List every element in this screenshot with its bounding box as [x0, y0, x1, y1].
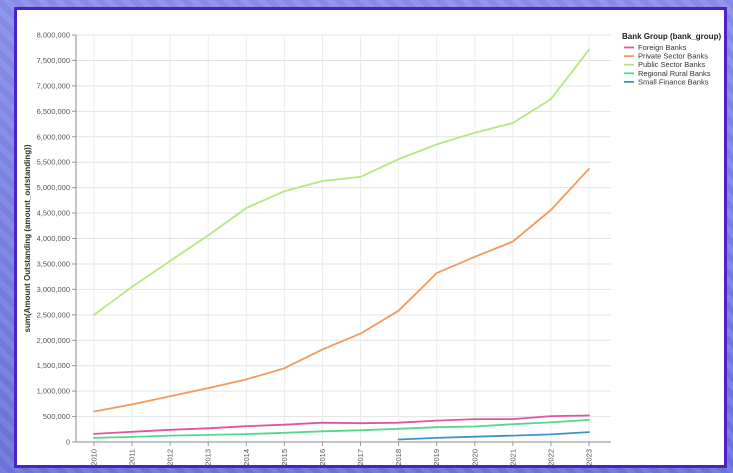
x-tick-label: 2018 [394, 449, 403, 465]
y-axis-label: sum(Amount Outstanding (amount_outstandi… [23, 144, 32, 332]
y-tick-label: 2,000,000 [37, 336, 70, 345]
series-line [397, 431, 590, 441]
x-tick-label: 2013 [204, 449, 213, 465]
x-axis-ticks: 2010 2011 2012 2013 2014 2015 2016 2017 2018 2019… [90, 442, 594, 465]
y-tick-label: 1,500,000 [37, 361, 70, 370]
y-tick-label: 1,000,000 [37, 387, 70, 396]
y-tick-label: 2,500,000 [37, 310, 70, 319]
series-line [93, 414, 590, 435]
line-chart: 0 500,000 1,000,000 1,500,000 2,000,000 2,500… [23, 31, 721, 466]
x-tick-label: 2014 [242, 449, 251, 465]
x-tick-label: 2017 [356, 449, 365, 465]
x-tick-label: 2015 [280, 449, 289, 465]
legend: Bank Group (bank_group) Foreign BanksPri… [622, 32, 721, 86]
series-line [93, 167, 590, 413]
y-tick-label: 3,500,000 [37, 259, 70, 268]
y-tick-label: 0 [66, 438, 70, 447]
x-tick-label: 2023 [585, 449, 594, 465]
y-tick-label: 5,500,000 [37, 158, 70, 167]
y-tick-label: 6,500,000 [37, 107, 70, 116]
series-lines [93, 48, 590, 441]
y-tick-label: 7,000,000 [37, 81, 70, 90]
y-tick-label: 3,000,000 [37, 285, 70, 294]
y-tick-label: 4,000,000 [37, 234, 70, 243]
x-tick-label: 2010 [90, 449, 99, 465]
x-tick-label: 2021 [508, 449, 517, 465]
y-tick-label: 8,000,000 [37, 31, 70, 40]
series-line [93, 48, 590, 316]
y-tick-label: 6,000,000 [37, 132, 70, 141]
legend-label: Regional Rural Banks [638, 69, 711, 78]
legend-label: Private Sector Banks [638, 52, 708, 61]
axes [75, 35, 611, 443]
x-tick-label: 2019 [432, 449, 441, 465]
x-tick-label: 2016 [318, 449, 327, 465]
gridlines [76, 34, 611, 443]
y-tick-label: 5,000,000 [37, 183, 70, 192]
y-tick-label: 4,500,000 [37, 209, 70, 218]
legend-label: Foreign Banks [638, 43, 687, 52]
x-tick-label: 2022 [546, 449, 555, 465]
x-tick-label: 2011 [128, 449, 137, 465]
chart-panel: 0 500,000 1,000,000 1,500,000 2,000,000 2,500… [14, 7, 727, 468]
x-tick-label: 2020 [470, 449, 479, 465]
y-tick-label: 500,000 [43, 412, 70, 421]
y-axis-ticks: 0 500,000 1,000,000 1,500,000 2,000,000 2,500… [37, 31, 76, 447]
x-tick-label: 2012 [166, 449, 175, 465]
legend-label: Small Finance Banks [638, 77, 709, 86]
legend-title: Bank Group (bank_group) [622, 32, 721, 41]
legend-label: Public Sector Banks [638, 60, 705, 69]
y-tick-label: 7,500,000 [37, 56, 70, 65]
series-line [93, 419, 590, 439]
